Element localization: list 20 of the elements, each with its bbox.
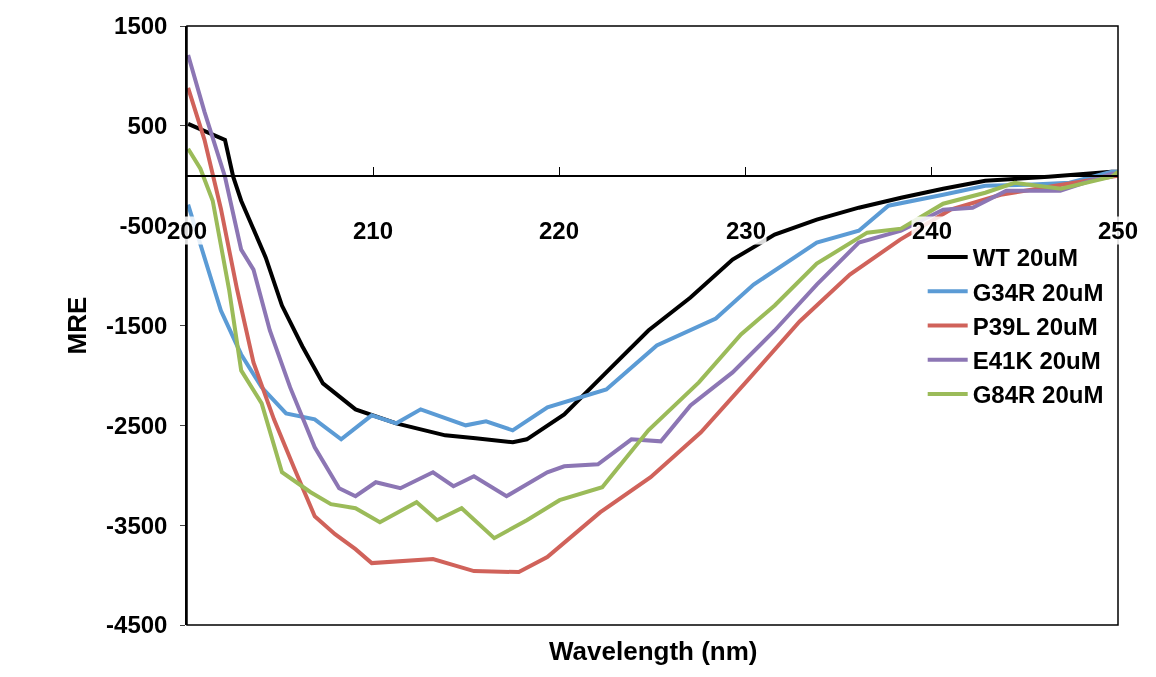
y-tick-label: 1500 [114, 12, 168, 40]
x-tick-label: 210 [353, 217, 394, 244]
legend-label: G84R 20uM [972, 381, 1104, 409]
y-tick-label: -4500 [106, 611, 168, 639]
legend-label: G34R 20uM [972, 278, 1104, 306]
y-tick-label: 500 [127, 112, 168, 140]
x-tick-label: 250 [1098, 217, 1139, 244]
y-tick-label: -2500 [106, 411, 168, 439]
x-tick-label: 200 [167, 217, 208, 244]
x-axis-title: Wavelength (nm) [549, 636, 758, 666]
legend-label: E41K 20uM [972, 347, 1101, 375]
y-tick-label: -3500 [106, 511, 168, 539]
y-tick-label: -1500 [106, 311, 168, 339]
x-tick-label: 220 [539, 217, 580, 244]
x-tick-label: 240 [912, 217, 953, 244]
y-tick-label: -500 [119, 212, 168, 240]
legend-label: P39L 20uM [972, 312, 1098, 340]
y-axis-title: MRE [61, 296, 92, 355]
x-tick-label: 230 [726, 217, 767, 244]
legend-label: WT 20uM [972, 244, 1079, 272]
